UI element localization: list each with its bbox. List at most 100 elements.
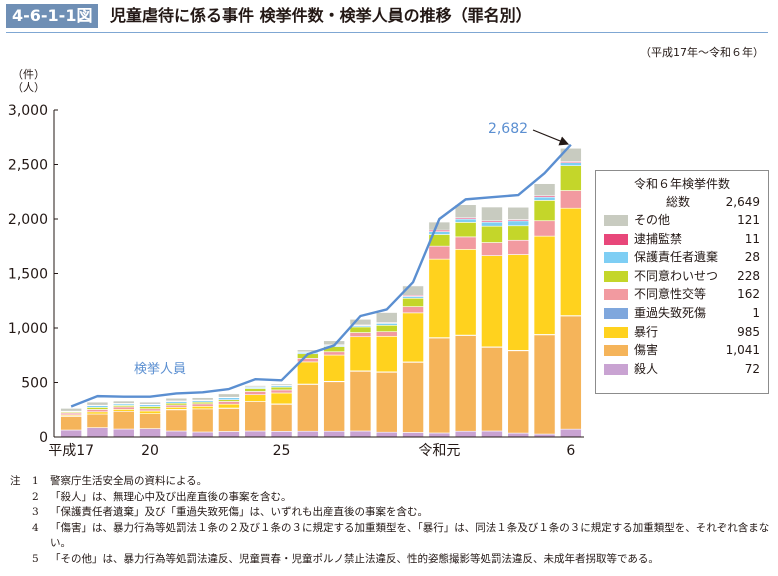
legend-swatch <box>604 215 628 226</box>
note-item: 4 「傷害」は、暴力行為等処罰法１条の２及び１条の３に規定する加重類型を、「暴行」… <box>10 521 778 552</box>
note-text: 「殺人」は、無理心中及び出産直後の事案を含む。 <box>50 490 292 503</box>
bar-segment-その他 <box>507 206 530 220</box>
bar-segment-殺人 <box>112 428 135 438</box>
bar-segment-その他 <box>375 312 398 323</box>
legend-swatch <box>604 233 628 245</box>
legend-value: 162 <box>737 287 760 302</box>
bar-segment-保護責任者遺棄 <box>481 221 503 227</box>
bar-segment-傷害 <box>375 371 398 433</box>
legend-item: その他 121 <box>596 211 768 230</box>
bar-segment-傷害 <box>454 334 477 432</box>
bar-segment-その他 <box>402 285 424 296</box>
bar-segment-不同意性交等 <box>86 409 109 413</box>
bar-segment-不同意わいせつ <box>375 324 398 333</box>
bar-stack-R4 <box>507 206 530 438</box>
y-axis: 0 500 1,000 1,500 2,000 2,500 3,000 <box>8 103 58 446</box>
bar-segment-暴行 <box>349 336 372 372</box>
note-number: 5 <box>32 552 39 565</box>
y-tick-label: 1,500 <box>8 267 48 283</box>
bar-segment-不同意わいせつ <box>560 165 582 191</box>
legend-swatch <box>604 270 628 282</box>
bar-segment-殺人 <box>244 430 267 438</box>
legend-swatch <box>604 289 628 301</box>
bar-segment-不同意性交等 <box>165 404 188 408</box>
bar-segment-不同意わいせつ <box>481 225 503 243</box>
notes: 注 1 警察庁生活安全局の資料による。 2 「殺人」は、無理心中及び出産直後の事案を含む… <box>10 474 778 567</box>
bar-segment-殺人 <box>560 428 582 438</box>
bar-segment-不同意性交等 <box>481 242 503 256</box>
bar-segment-暴行 <box>244 394 267 402</box>
bar-segment-傷害 <box>191 408 214 433</box>
bar-stack-R3 <box>481 206 503 438</box>
legend-value: 28 <box>744 250 760 265</box>
stacked-bar-chart: 0 500 1,000 1,500 2,000 2,500 3,000 平成17 20 25 令和… <box>8 103 584 459</box>
bar-segment-殺人 <box>507 432 530 438</box>
note-text: 「その他」は、暴力行為等処罰法違反、児童買春・児童ポルノ禁止法違反、性的姿態撮影… <box>50 552 659 565</box>
bar-segment-暴行 <box>375 335 398 373</box>
bar-segment-殺人 <box>375 431 398 438</box>
bar-stack-H26 <box>297 349 319 438</box>
bar-segment-不同意性交等 <box>112 406 135 410</box>
bar-segment-傷害 <box>560 315 582 430</box>
bar-segment-暴行 <box>481 255 503 348</box>
bar-segment-その他 <box>191 397 214 401</box>
legend-item: 暴行 985 <box>596 323 768 342</box>
note-item: 注 1 警察庁生活安全局の資料による。 <box>10 474 778 490</box>
x-axis: 平成17 20 25 令和元 6 <box>48 436 584 459</box>
bar-segment-不同意性交等 <box>218 401 240 405</box>
figure-number: 4-6-1-1図 <box>6 4 99 28</box>
bar-segment-その他 <box>533 183 556 197</box>
bar-segment-その他 <box>60 408 82 412</box>
legend-label: 傷害 <box>634 343 659 358</box>
bar-segment-暴行 <box>297 361 319 385</box>
bar-segment-殺人 <box>165 430 188 438</box>
bar-segment-暴行 <box>533 235 556 335</box>
bar-segment-傷害 <box>297 383 319 432</box>
bar-segment-暴行 <box>323 354 345 382</box>
line-label: 検挙人員 <box>134 362 186 377</box>
bar-segment-傷害 <box>349 370 372 432</box>
legend-value: 228 <box>737 268 760 283</box>
legend-label: 逮捕監禁 <box>634 231 683 246</box>
legend-item: 殺人 72 <box>596 360 768 379</box>
bar-stack-H17 <box>60 408 82 438</box>
legend-label: 不同意性交等 <box>634 287 707 302</box>
bar-segment-不同意わいせつ <box>454 222 477 238</box>
y-tick-label: 500 <box>21 376 48 392</box>
bar-segment-その他 <box>454 204 477 219</box>
y-tick-label: 2,000 <box>8 212 48 228</box>
bar-segment-その他 <box>86 401 109 406</box>
bar-segment-殺人 <box>428 432 451 438</box>
bar-segment-その他 <box>481 206 503 222</box>
legend-value: 121 <box>737 213 760 227</box>
bar-segment-殺人 <box>191 431 214 438</box>
bar-segment-保護責任者遺棄 <box>454 218 477 223</box>
bar-segment-殺人 <box>270 431 293 438</box>
bar-segment-殺人 <box>454 430 477 438</box>
bar-segment-傷害 <box>86 413 109 428</box>
bar-segment-傷害 <box>139 413 161 429</box>
annotation-arrow <box>532 129 570 146</box>
legend-label: 重過失致死傷 <box>634 305 707 320</box>
bar-segment-不同意わいせつ <box>270 386 293 391</box>
bar-segment-その他 <box>244 385 267 388</box>
bar-segment-殺人 <box>139 428 161 438</box>
bar-segment-暴行 <box>428 258 451 338</box>
bar-segment-傷害 <box>533 334 556 435</box>
legend-item: 重過失致死傷 1 <box>596 304 768 323</box>
y-tick-label: 0 <box>39 430 48 446</box>
bar-segment-傷害 <box>402 361 424 433</box>
bar-segment-傷害 <box>218 407 240 432</box>
bar-segment-不同意わいせつ <box>244 388 267 392</box>
bar-segment-保護責任者遺棄 <box>533 196 556 201</box>
legend-label: 保護責任者遺棄 <box>634 250 719 265</box>
bar-segment-殺人 <box>481 430 503 438</box>
y-tick-label: 2,500 <box>8 158 48 174</box>
note-item: 2 「殺人」は、無理心中及び出産直後の事案を含む。 <box>10 490 778 506</box>
bar-segment-傷害 <box>244 401 267 432</box>
bar-segment-暴行 <box>218 403 240 409</box>
bar-stack-R1 <box>428 221 451 438</box>
note-item: 3 「保護責任者遺棄」及び「重過失致死傷」は、いずれも出産直後の事案を含む。 <box>10 505 778 521</box>
legend-label: その他 <box>634 213 671 227</box>
bar-segment-保護責任者遺棄 <box>507 220 530 227</box>
